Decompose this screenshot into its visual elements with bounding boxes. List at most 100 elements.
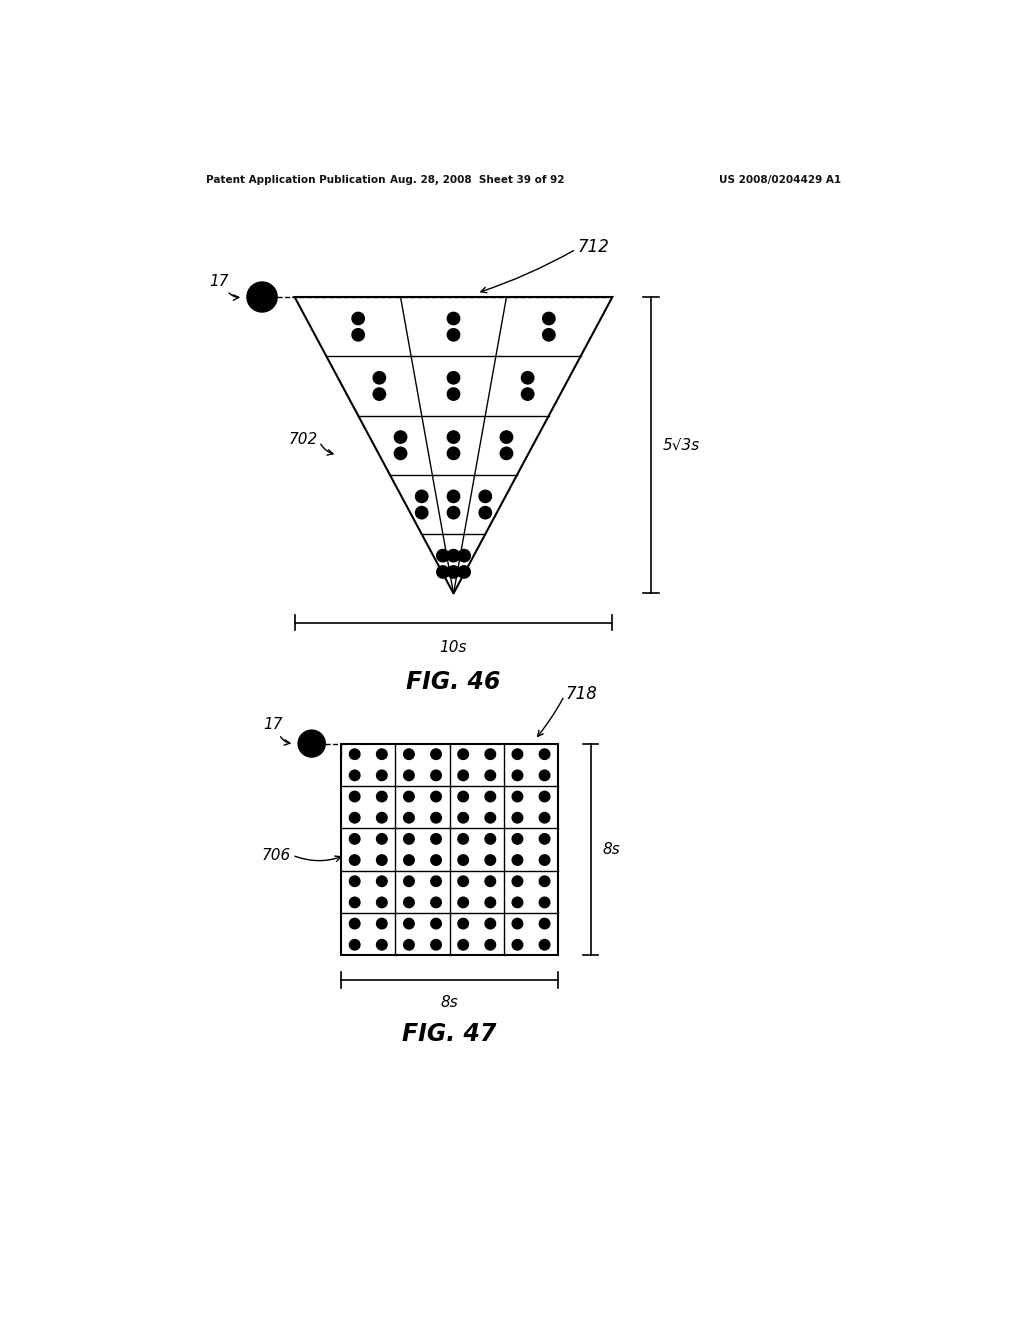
Circle shape <box>458 770 468 780</box>
Circle shape <box>501 430 513 444</box>
Circle shape <box>377 813 387 822</box>
Circle shape <box>458 566 470 578</box>
Circle shape <box>540 813 550 822</box>
Text: 712: 712 <box>578 238 609 256</box>
Text: 702: 702 <box>289 432 317 447</box>
Circle shape <box>485 748 496 759</box>
Circle shape <box>543 313 555 325</box>
Text: 17: 17 <box>210 275 229 289</box>
Circle shape <box>543 329 555 341</box>
Circle shape <box>431 770 441 780</box>
Circle shape <box>403 791 414 801</box>
Circle shape <box>349 876 360 887</box>
Circle shape <box>377 855 387 866</box>
Circle shape <box>540 940 550 950</box>
Circle shape <box>377 876 387 887</box>
Circle shape <box>431 748 441 759</box>
Circle shape <box>349 919 360 929</box>
Circle shape <box>403 898 414 908</box>
Circle shape <box>485 940 496 950</box>
Circle shape <box>447 566 460 578</box>
Circle shape <box>501 447 513 459</box>
Circle shape <box>485 876 496 887</box>
Circle shape <box>447 549 460 562</box>
Circle shape <box>349 855 360 866</box>
Circle shape <box>521 388 534 400</box>
Circle shape <box>447 447 460 459</box>
Circle shape <box>458 919 468 929</box>
Circle shape <box>377 748 387 759</box>
Circle shape <box>485 791 496 801</box>
Circle shape <box>512 940 522 950</box>
Circle shape <box>349 770 360 780</box>
Circle shape <box>485 813 496 822</box>
Text: 17: 17 <box>263 717 283 733</box>
Circle shape <box>431 898 441 908</box>
Circle shape <box>512 748 522 759</box>
Circle shape <box>377 919 387 929</box>
Circle shape <box>403 770 414 780</box>
Circle shape <box>540 770 550 780</box>
Circle shape <box>377 770 387 780</box>
Circle shape <box>458 748 468 759</box>
Circle shape <box>431 791 441 801</box>
Circle shape <box>485 919 496 929</box>
Circle shape <box>540 876 550 887</box>
Text: Patent Application Publication: Patent Application Publication <box>206 176 385 185</box>
Circle shape <box>512 791 522 801</box>
Circle shape <box>512 834 522 843</box>
Circle shape <box>436 549 450 562</box>
Circle shape <box>447 313 460 325</box>
Circle shape <box>540 855 550 866</box>
Circle shape <box>247 282 278 312</box>
Text: 8s: 8s <box>440 995 459 1010</box>
Circle shape <box>403 919 414 929</box>
Circle shape <box>373 372 386 384</box>
Circle shape <box>540 898 550 908</box>
Circle shape <box>349 813 360 822</box>
Circle shape <box>431 834 441 843</box>
Circle shape <box>416 507 428 519</box>
Circle shape <box>298 730 326 758</box>
Circle shape <box>512 898 522 908</box>
Text: US 2008/0204429 A1: US 2008/0204429 A1 <box>719 176 841 185</box>
Circle shape <box>540 919 550 929</box>
Circle shape <box>377 940 387 950</box>
Circle shape <box>431 855 441 866</box>
Circle shape <box>394 447 407 459</box>
Circle shape <box>349 748 360 759</box>
Circle shape <box>349 834 360 843</box>
Circle shape <box>352 329 365 341</box>
Circle shape <box>458 791 468 801</box>
Text: FIG. 47: FIG. 47 <box>402 1022 497 1045</box>
Circle shape <box>377 791 387 801</box>
Text: 8s: 8s <box>602 842 621 857</box>
Circle shape <box>458 876 468 887</box>
Circle shape <box>431 940 441 950</box>
Circle shape <box>512 855 522 866</box>
Circle shape <box>485 855 496 866</box>
Circle shape <box>479 490 492 503</box>
Circle shape <box>436 566 450 578</box>
Text: Aug. 28, 2008  Sheet 39 of 92: Aug. 28, 2008 Sheet 39 of 92 <box>389 176 564 185</box>
Text: 10s: 10s <box>439 640 467 655</box>
Circle shape <box>394 430 407 444</box>
Text: 706: 706 <box>261 847 291 863</box>
Circle shape <box>349 791 360 801</box>
Circle shape <box>447 430 460 444</box>
Circle shape <box>403 748 414 759</box>
Circle shape <box>403 855 414 866</box>
Text: FIG. 46: FIG. 46 <box>407 671 501 694</box>
Circle shape <box>458 549 470 562</box>
Circle shape <box>540 748 550 759</box>
Circle shape <box>377 898 387 908</box>
Circle shape <box>352 313 365 325</box>
Circle shape <box>458 855 468 866</box>
Circle shape <box>521 372 534 384</box>
Circle shape <box>431 876 441 887</box>
Circle shape <box>403 813 414 822</box>
Circle shape <box>403 876 414 887</box>
Circle shape <box>431 919 441 929</box>
Circle shape <box>512 813 522 822</box>
Circle shape <box>447 329 460 341</box>
